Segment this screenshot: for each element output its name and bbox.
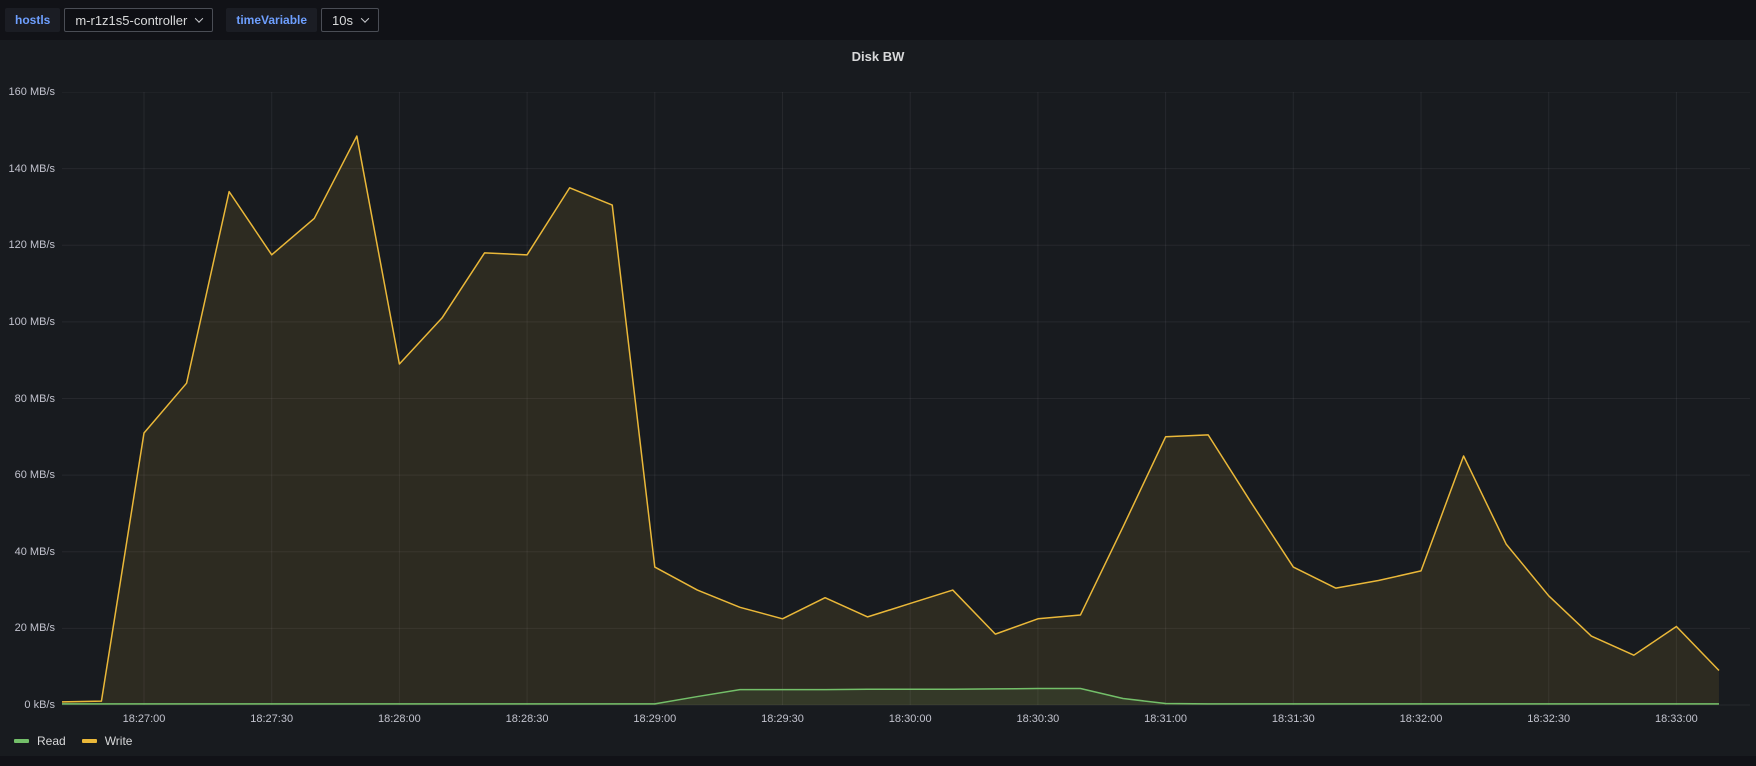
x-axis-tick-label: 18:29:00: [633, 713, 677, 725]
chart-canvas: [62, 92, 1750, 706]
chart-plot-area[interactable]: [62, 92, 1750, 706]
y-axis-tick-label: 80 MB/s: [14, 392, 55, 405]
write-line: [62, 135, 1720, 703]
grid-lines: [62, 92, 1750, 706]
legend-item-read[interactable]: Read: [14, 734, 66, 748]
x-axis-tick-label: 18:32:00: [1399, 713, 1443, 725]
legend-item-write[interactable]: Write: [81, 734, 133, 748]
read-line: [62, 687, 1719, 705]
y-axis-tick-label: 40 MB/s: [14, 545, 55, 558]
variable-dropdown-timevariable[interactable]: 10s: [321, 8, 380, 32]
variable-dropdown-hostls-value: m-r1z1s5-controller: [75, 12, 188, 28]
variable-group-hostls: hostls m-r1z1s5-controller: [5, 8, 214, 32]
legend-label: Write: [104, 734, 133, 748]
x-axis-tick-label: 18:30:00: [888, 713, 932, 725]
variable-group-timevariable: timeVariable 10s: [226, 8, 380, 32]
x-axis-tick-label: 18:28:30: [505, 713, 549, 725]
y-axis-tick-label: 60 MB/s: [14, 469, 55, 482]
y-axis-tick-label: 20 MB/s: [14, 622, 55, 635]
variable-dropdown-timevariable-value: 10s: [332, 12, 354, 28]
y-axis-tick-label: 160 MB/s: [8, 86, 55, 98]
chevron-down-icon: [195, 14, 204, 23]
panel-title[interactable]: Disk BW: [851, 49, 905, 64]
x-axis-tick-label: 18:33:00: [1654, 713, 1698, 725]
legend-label: Read: [37, 734, 66, 748]
variable-label-hostls: hostls: [5, 8, 61, 32]
y-axis-tick-label: 140 MB/s: [8, 162, 55, 175]
variable-dropdown-hostls[interactable]: m-r1z1s5-controller: [64, 8, 214, 32]
variable-label-timevariable: timeVariable: [226, 8, 318, 32]
legend-swatch-write: [81, 739, 97, 743]
x-axis-tick-label: 18:30:30: [1016, 713, 1060, 725]
legend-swatch-read: [14, 739, 29, 743]
x-axis-tick-label: 18:31:30: [1271, 713, 1315, 725]
x-axis-tick-label: 18:32:30: [1527, 713, 1571, 725]
y-axis-tick-label: 100 MB/s: [8, 315, 55, 328]
x-axis-tick-label: 18:29:30: [761, 713, 804, 725]
chevron-down-icon: [360, 14, 370, 23]
x-axis-tick-label: 18:31:00: [1144, 713, 1187, 725]
disk-bw-panel: Disk BW 0 kB/s 20 MB/s 40 MB/s 60 MB/s 80 MB…: [0, 40, 1756, 756]
y-axis-tick-label: 120 MB/s: [8, 239, 55, 252]
write-area-fill: [62, 136, 1719, 705]
y-axis-tick-label: 0 kB/s: [24, 699, 55, 711]
x-axis-tick-label: 18:28:00: [377, 713, 421, 725]
chart-legend: Read Write: [14, 734, 148, 748]
x-axis-tick-label: 18:27:30: [250, 713, 294, 725]
dashboard-submenu: hostls m-r1z1s5-controller timeVariable …: [0, 0, 1756, 40]
x-axis-tick-label: 18:27:00: [122, 713, 166, 725]
read-area-fill: [62, 688, 1719, 705]
